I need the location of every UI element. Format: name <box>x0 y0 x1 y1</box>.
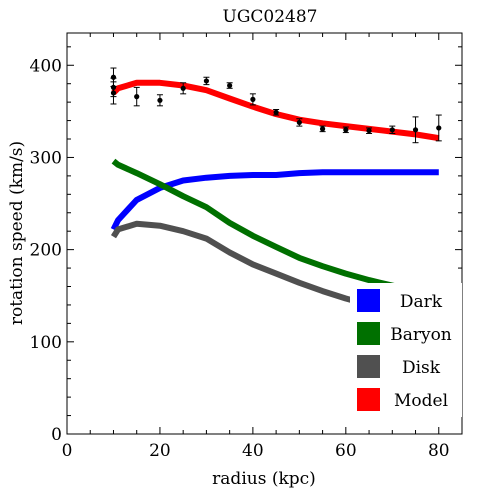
legend-swatch-model <box>357 388 380 411</box>
observations-layer <box>110 67 442 144</box>
y-tick-label: 400 <box>30 56 62 76</box>
y-tick-label: 300 <box>30 148 62 168</box>
legend-swatch-dark <box>357 289 380 312</box>
x-axis-label: radius (kpc) <box>212 469 316 489</box>
observation-point <box>227 82 233 89</box>
plot-frame <box>66 32 463 435</box>
chart-title: UGC02487 <box>223 7 318 27</box>
axis-ticks: 0 20 40 60 80 0 100 200 300 400 <box>30 33 463 461</box>
y-axis-label: rotation speed (km/s) <box>7 141 27 325</box>
observation-point <box>273 109 279 115</box>
observation-point <box>319 126 326 132</box>
y-tick-label: 100 <box>30 333 62 353</box>
observation-point <box>412 127 419 133</box>
x-tick-label: 0 <box>62 441 73 461</box>
observation-point <box>157 97 163 103</box>
observation-point <box>250 96 256 102</box>
legend-swatch-disk <box>357 355 380 378</box>
series-line-baryon <box>111 158 440 299</box>
series-line-model <box>111 79 440 142</box>
observation-point <box>366 128 372 134</box>
observation-point <box>180 85 186 91</box>
observation-point <box>134 94 140 100</box>
legend-label-baryon: Baryon <box>390 325 452 345</box>
legend-label-disk: Disk <box>402 358 441 378</box>
legend-swatch-baryon <box>357 322 380 345</box>
legend-label-model: Model <box>394 391 448 411</box>
observation-point <box>343 127 349 133</box>
observation-point <box>110 74 117 80</box>
legend-label-dark: Dark <box>400 292 443 312</box>
observation-point <box>436 125 442 131</box>
series-line-dark <box>110 169 439 231</box>
x-tick-label: 40 <box>242 441 264 461</box>
x-tick-label: 20 <box>149 441 171 461</box>
observation-point <box>296 119 302 126</box>
x-tick-label: 80 <box>428 441 450 461</box>
legend: Dark Baryon Disk Model <box>350 283 462 417</box>
y-tick-label: 200 <box>30 241 62 261</box>
observation-point <box>203 78 210 84</box>
y-tick-label: 0 <box>51 425 62 445</box>
observation-point <box>389 127 395 133</box>
x-tick-label: 60 <box>335 441 357 461</box>
